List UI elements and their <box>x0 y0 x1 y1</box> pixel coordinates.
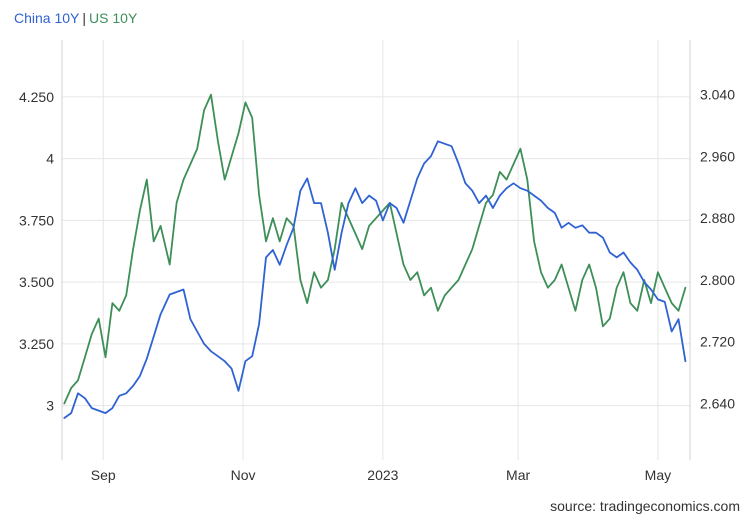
x-axis-tick-label: Nov <box>231 467 256 483</box>
x-axis-ticks: Sep Nov 2023 Mar May <box>91 467 671 483</box>
grid-lines <box>61 40 691 460</box>
source-credit: source: tradingeconomics.com <box>550 498 740 514</box>
left-axis-tick-label: 3.500 <box>19 274 54 290</box>
left-axis-tick-label: 3.250 <box>19 336 54 352</box>
x-axis-tick-label: Mar <box>506 467 530 483</box>
right-axis-tick-label: 2.720 <box>700 334 735 350</box>
right-axis-tick-label: 2.880 <box>700 210 735 226</box>
right-axis-ticks: 2.640 2.720 2.800 2.880 2.960 3.040 <box>700 87 735 412</box>
legend-separator: | <box>82 10 87 26</box>
left-axis-tick-label: 3.750 <box>19 212 54 228</box>
legend-china-10y[interactable]: China 10Y <box>14 10 80 26</box>
right-axis-tick-label: 2.800 <box>700 272 735 288</box>
x-axis-tick-label: 2023 <box>367 467 398 483</box>
x-axis-tick-label: Sep <box>91 467 116 483</box>
left-axis-tick-label: 3 <box>46 398 54 414</box>
right-axis-tick-label: 2.640 <box>700 395 735 411</box>
right-axis-tick-label: 3.040 <box>700 87 735 103</box>
series-line-us-10y <box>63 93 687 405</box>
right-axis-tick-label: 2.960 <box>700 148 735 164</box>
left-axis-ticks: 3 3.250 3.500 3.750 4 4.250 <box>19 89 54 414</box>
left-axis-tick-label: 4.250 <box>19 89 54 105</box>
legend-us-10y[interactable]: US 10Y <box>89 10 138 26</box>
series-line-china-10y <box>63 140 687 419</box>
left-axis-tick-label: 4 <box>46 151 54 167</box>
x-axis-tick-label: May <box>645 467 671 483</box>
chart-legend: China 10Y | US 10Y <box>14 10 137 26</box>
plot-area <box>63 93 687 419</box>
